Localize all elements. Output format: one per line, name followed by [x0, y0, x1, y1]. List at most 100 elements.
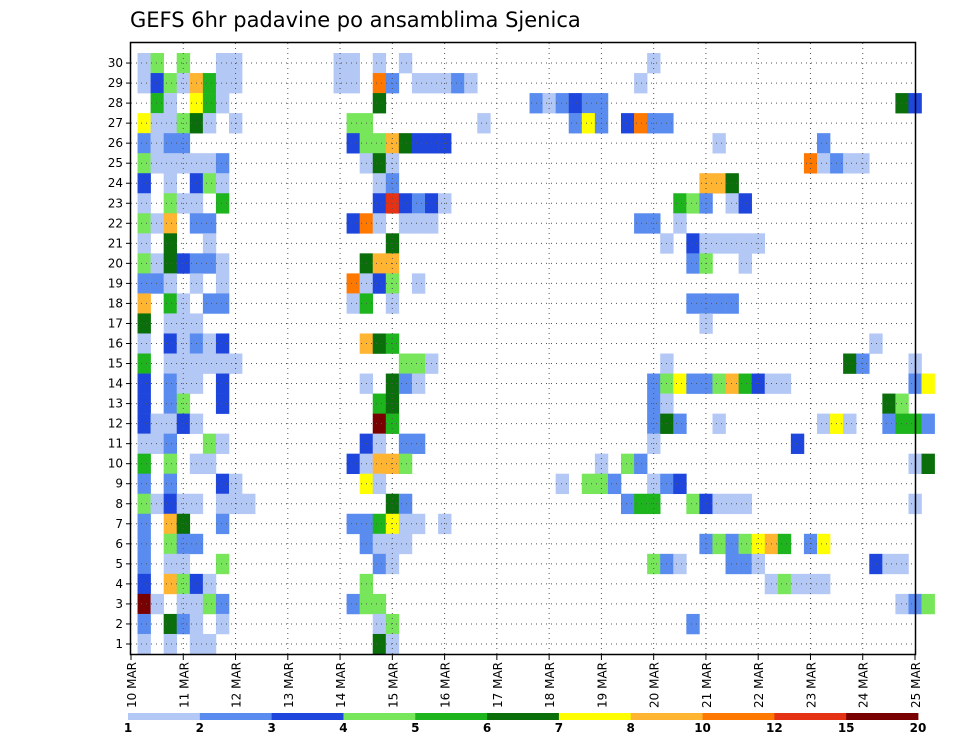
precip-cell: [398, 353, 413, 374]
precip-cell: [398, 213, 413, 234]
precip-cell: [712, 133, 726, 154]
precip-cell: [346, 453, 360, 474]
precip-cell: [398, 533, 413, 555]
x-tick-label: 20 MAR: [648, 662, 662, 708]
precip-cell: [150, 433, 164, 454]
precip-cell: [372, 253, 387, 274]
precip-cell: [673, 373, 687, 394]
precip-cell: [215, 193, 230, 214]
precip-cell: [346, 513, 360, 535]
precip-cell: [411, 133, 426, 154]
precip-cell: [372, 533, 387, 555]
precip-cell: [777, 373, 792, 394]
precip-cell: [725, 193, 739, 214]
precip-cell: [398, 453, 413, 474]
precip-cell: [372, 53, 387, 74]
precip-cell: [215, 473, 230, 495]
precip-cell: [372, 613, 387, 635]
precip-cell: [843, 153, 857, 174]
precip-cell: [817, 533, 831, 555]
precip-cell: [215, 153, 230, 174]
precip-cell: [843, 413, 857, 434]
colorbar-label: 3: [267, 721, 275, 735]
precip-cell: [372, 593, 387, 615]
y-tick-label: 28: [108, 96, 123, 110]
precip-cell: [817, 153, 831, 174]
precip-cell: [137, 573, 151, 595]
precip-cell: [634, 493, 648, 515]
colorbar-swatch: [630, 713, 703, 720]
precip-cell: [137, 133, 151, 154]
precip-cell: [712, 233, 726, 254]
precip-cell: [725, 553, 739, 575]
precip-cell: [163, 93, 178, 114]
precip-cell: [163, 473, 178, 495]
precip-cell: [634, 453, 648, 474]
colorbar-label: 8: [627, 721, 635, 735]
precip-cell: [215, 593, 230, 615]
colorbar-label: 1: [124, 721, 132, 735]
precip-cell: [176, 573, 191, 595]
precip-cell: [385, 553, 400, 575]
colorbar-label: 7: [555, 721, 563, 735]
precip-cell: [163, 513, 178, 535]
x-tick-label: 11 MAR: [177, 662, 191, 708]
x-tick-label: 13 MAR: [282, 662, 296, 708]
precip-cell: [137, 333, 151, 354]
precip-cell: [372, 513, 387, 535]
precip-cell: [372, 273, 387, 294]
precip-cell: [150, 213, 164, 234]
colorbar-label: 4: [339, 721, 347, 735]
precip-cell: [725, 233, 739, 254]
y-tick-label: 13: [108, 397, 123, 411]
precip-cell: [411, 73, 426, 94]
colorbar-swatch: [128, 713, 201, 720]
colorbar: 1 2 3 4 5 6 7 8 10 12 15 20: [124, 713, 927, 735]
colorbar-swatch: [558, 713, 632, 720]
precip-cell: [202, 233, 217, 254]
plot-frame: [129, 41, 917, 656]
precip-cell: [777, 573, 792, 595]
precip-cell: [882, 413, 896, 434]
heatmap-cells: [137, 53, 935, 655]
precip-cell: [869, 553, 883, 575]
precip-cell: [137, 373, 151, 394]
x-tick-label: 19 MAR: [595, 662, 609, 708]
precip-cell: [163, 233, 178, 254]
y-tick-label: 16: [108, 336, 123, 350]
precip-cell: [411, 353, 426, 374]
precip-cell: [817, 573, 831, 595]
precip-cell: [372, 633, 387, 655]
precip-cell: [477, 113, 491, 134]
precip-cell: [372, 133, 387, 154]
precip-cell: [163, 613, 178, 635]
precip-cell: [634, 213, 648, 234]
precip-cell: [163, 133, 178, 154]
precip-cell: [346, 213, 360, 234]
precip-cell: [346, 113, 360, 134]
precip-cell: [398, 513, 413, 535]
colorbar-label: 20: [910, 721, 927, 735]
y-tick-label: 22: [108, 216, 123, 230]
y-tick-label: 29: [108, 76, 123, 90]
precip-cell: [215, 513, 230, 535]
precip-cell: [385, 633, 400, 655]
precip-cell: [215, 253, 230, 274]
precip-cell: [372, 93, 387, 114]
precip-cell: [163, 213, 178, 234]
precip-cell: [647, 553, 661, 575]
colorbar-swatch: [774, 713, 847, 720]
precip-cell: [150, 593, 164, 615]
precip-cell: [202, 213, 217, 234]
precip-cell: [346, 133, 360, 154]
precip-cell: [895, 393, 909, 414]
y-tick-label: 17: [108, 316, 123, 330]
y-tick-label: 11: [108, 437, 123, 451]
precip-cell: [621, 453, 635, 474]
precip-cell: [137, 253, 151, 274]
precip-cell: [202, 333, 217, 354]
precip-cell: [817, 133, 831, 154]
precip-cell: [215, 273, 230, 294]
precip-cell: [346, 53, 360, 74]
